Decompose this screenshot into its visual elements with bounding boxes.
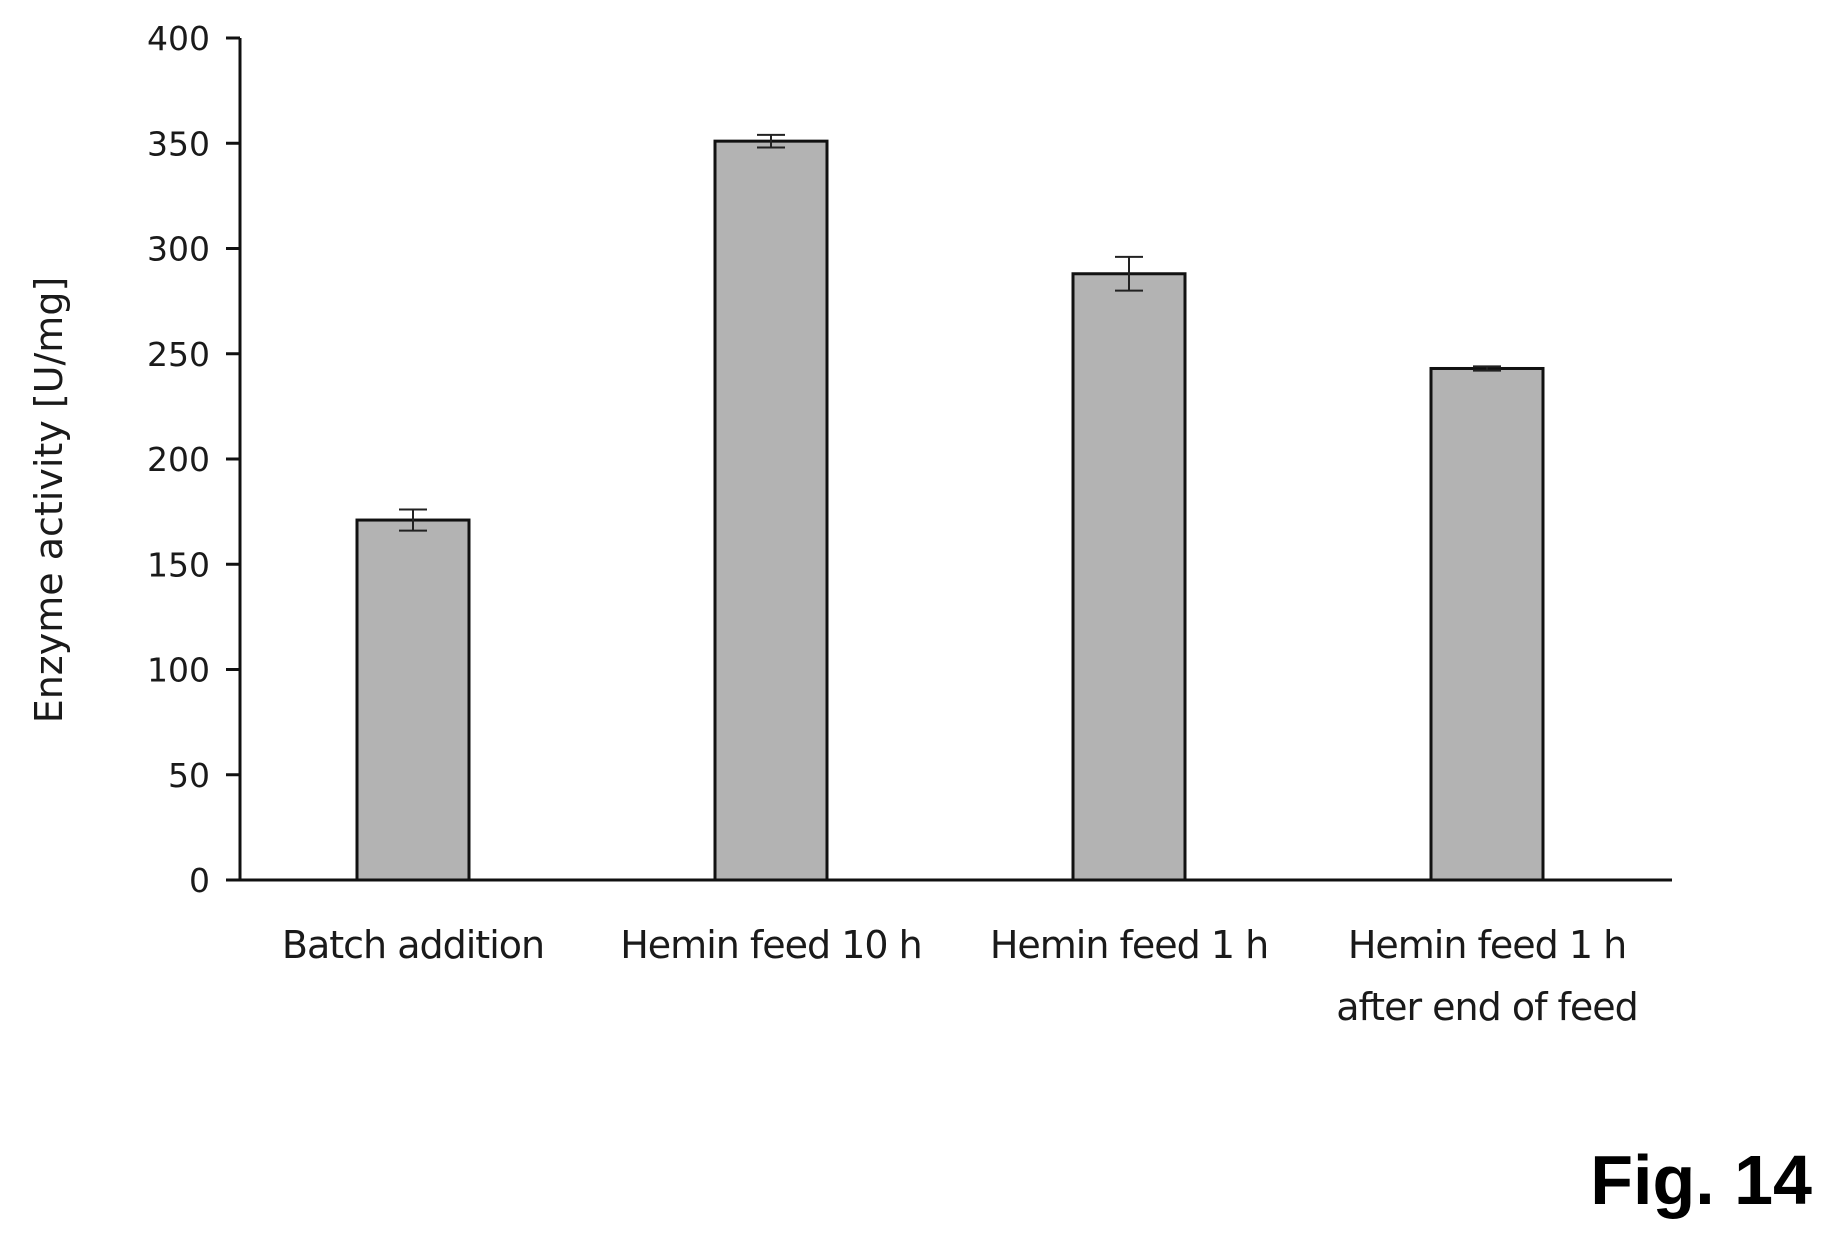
x-tick-label: Batch addition [282,923,544,967]
y-tick-label: 200 [147,440,210,479]
error-bar [1473,365,1501,372]
y-tick-label: 50 [168,756,210,795]
x-tick-label: Hemin feed 1 h [1348,923,1626,967]
error-bars [399,133,1501,532]
error-bar [1115,255,1143,292]
bar [1429,366,1545,882]
bar [355,518,471,882]
y-axis: 0 50 100 150 200 250 300 350 400 [147,19,242,900]
y-tick-label: 100 [147,651,210,690]
y-tick-label: 0 [189,861,210,900]
x-tick-label: after end of feed [1336,985,1638,1029]
x-tick-label: Hemin feed 1 h [990,923,1268,967]
bar [713,139,829,882]
bars [355,139,1545,882]
y-axis-label: Enzyme activity [U/mg] [27,277,71,724]
y-tick-label: 400 [147,19,210,58]
y-tick-label: 300 [147,230,210,269]
bar [1071,272,1187,882]
error-bar [399,508,427,532]
y-tick-label: 150 [147,545,210,584]
y-tick-label: 250 [147,335,210,374]
y-tick-label: 350 [147,124,210,163]
category-labels: Batch addition Hemin feed 10 h Hemin feed … [282,923,1639,1029]
figure-label: Fig. 14 [1590,1141,1812,1219]
x-tick-label: Hemin feed 10 h [620,923,922,967]
error-bar [757,133,785,149]
